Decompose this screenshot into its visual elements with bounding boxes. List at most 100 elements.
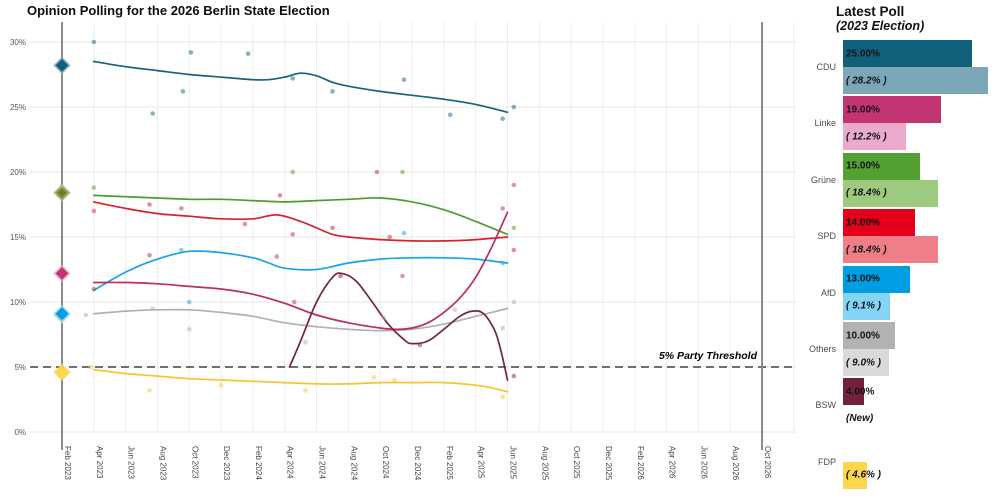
y-tick-label: 25% [10, 103, 26, 112]
trend-line-fdp [92, 368, 509, 393]
latest-poll-panel-subtitle: (2023 Election) [836, 19, 925, 33]
poll-dot [91, 208, 97, 214]
x-tick-label: Aug 2026 [731, 446, 740, 481]
x-tick-label: Apr 2024 [286, 446, 295, 479]
poll-dot [83, 312, 89, 318]
poll-dot [186, 299, 192, 305]
poll-dot [147, 202, 152, 207]
election-diamond-linke [53, 264, 71, 283]
poll-panel-row-linke: Linke 19.00% ( 12.2% ) [800, 96, 1000, 151]
poll-dot [303, 340, 308, 345]
poll-dot [245, 51, 251, 56]
poll-dot [500, 260, 506, 266]
poll-dot [147, 252, 152, 258]
x-tick-label: Jun 2023 [127, 446, 136, 479]
poll-dot [179, 206, 184, 211]
y-tick-label: 5% [14, 363, 26, 372]
poll-panel-row-gruene: Grüne 15.00% ( 18.4% ) [800, 152, 1000, 207]
poll-dot [401, 77, 407, 82]
y-tick-label: 30% [10, 38, 26, 47]
poll-dot [447, 112, 453, 118]
current-poll-bar-afd: 13.00% [843, 265, 910, 293]
poll-dot [150, 111, 155, 116]
current-poll-value: 15.00% [846, 160, 880, 172]
threshold-label: 5% Party Threshold [658, 350, 757, 362]
poll-dot [150, 306, 155, 311]
party-label-afd: AfD [820, 287, 836, 298]
poll-dot [374, 169, 380, 175]
current-poll-value: 19.00% [846, 104, 880, 116]
current-poll-value: 14.00% [846, 217, 880, 229]
poll-dot [381, 315, 386, 320]
poll-dot [400, 273, 405, 279]
poll-dot [511, 104, 517, 110]
x-tick-label: Apr 2026 [668, 446, 677, 479]
trend-line-bsw [288, 272, 509, 381]
trend-line-cdu [92, 60, 509, 114]
trend-line-others [92, 307, 509, 332]
poll-dot [392, 377, 397, 383]
election-2023-bar-others: ( 9.0% ) [843, 349, 890, 376]
current-poll-bar-bsw: 4.00% [843, 378, 874, 406]
election-2023-value: ( 4.6% ) [846, 469, 882, 481]
poll-dot [274, 254, 280, 259]
poll-dot [511, 247, 517, 253]
election-2023-value: ( 18.4% ) [846, 244, 887, 256]
party-label-others: Others [808, 344, 836, 354]
poll-dot [180, 89, 186, 94]
poll-dot [330, 225, 335, 231]
x-tick-label: Dec 2023 [222, 446, 231, 481]
y-tick-label: 15% [10, 233, 26, 242]
x-tick-label: Feb 2023 [63, 446, 72, 480]
trend-line-gruene [92, 194, 509, 236]
election-2023-bar-linke: ( 12.2% ) [843, 123, 906, 151]
x-tick-label: Oct 2025 [572, 446, 581, 479]
trend-line-linke [92, 211, 509, 331]
poll-dots-gruene [91, 169, 517, 231]
poll-dot [218, 382, 224, 388]
party-label-linke: Linke [814, 118, 836, 129]
poll-dot [303, 388, 308, 393]
poll-dot [188, 50, 194, 55]
election-2023-bar-gruene: ( 18.4% ) [843, 179, 938, 207]
poll-dots-others [83, 299, 517, 345]
x-tick-label: Oct 2026 [763, 446, 772, 479]
election-2023-value: ( 18.4% ) [846, 187, 887, 199]
election-diamond-afd [53, 305, 71, 323]
poll-dots-spd [91, 169, 517, 253]
poll-dot [511, 225, 517, 231]
poll-dot [91, 185, 97, 190]
x-tick-label: Dec 2024 [413, 446, 422, 481]
poll-dot [400, 169, 405, 175]
poll-dots-bsw [338, 273, 517, 379]
gridlines [30, 22, 796, 433]
poll-panel-row-spd: SPD 14.00% ( 18.4% ) [800, 209, 1000, 264]
poll-dot [500, 394, 506, 400]
poll-dot [242, 221, 248, 227]
latest-poll-panel-title: Latest Poll [836, 4, 905, 19]
x-tick-label: Feb 2025 [445, 446, 454, 480]
y-tick-label: 0% [14, 428, 26, 437]
poll-dot [500, 206, 506, 211]
current-poll-value: 4.00% [846, 386, 875, 398]
x-tick-label: Dec 2025 [604, 446, 613, 481]
polling-trend-chart: 0% 5% 10% 15% 20% 25% 30% Feb 2023 Apr 2023 Jun 2… [10, 22, 796, 481]
poll-dots-afd [179, 230, 506, 305]
poll-dot [511, 299, 517, 305]
x-tick-label: Apr 2025 [477, 446, 486, 479]
election-2023-value: ( 28.2% ) [846, 75, 887, 86]
poll-dot [186, 327, 192, 332]
x-tick-label: Apr 2023 [95, 446, 104, 479]
poll-dot [511, 373, 517, 379]
election-2023-value: ( 12.2% ) [846, 131, 887, 143]
poll-dots-linke [91, 182, 517, 305]
poll-dot [147, 388, 152, 393]
poll-panel-row-afd: AfD 13.00% ( 9.1% ) [800, 265, 1000, 320]
current-poll-value: 10.00% [846, 330, 880, 341]
poll-dot [179, 247, 184, 253]
poll-dot [277, 193, 283, 198]
current-poll-bar-cdu: 25.00% [843, 40, 972, 67]
party-label-cdu: CDU [816, 62, 837, 72]
election-2023-bar-fdp: ( 4.6% ) [843, 461, 881, 489]
